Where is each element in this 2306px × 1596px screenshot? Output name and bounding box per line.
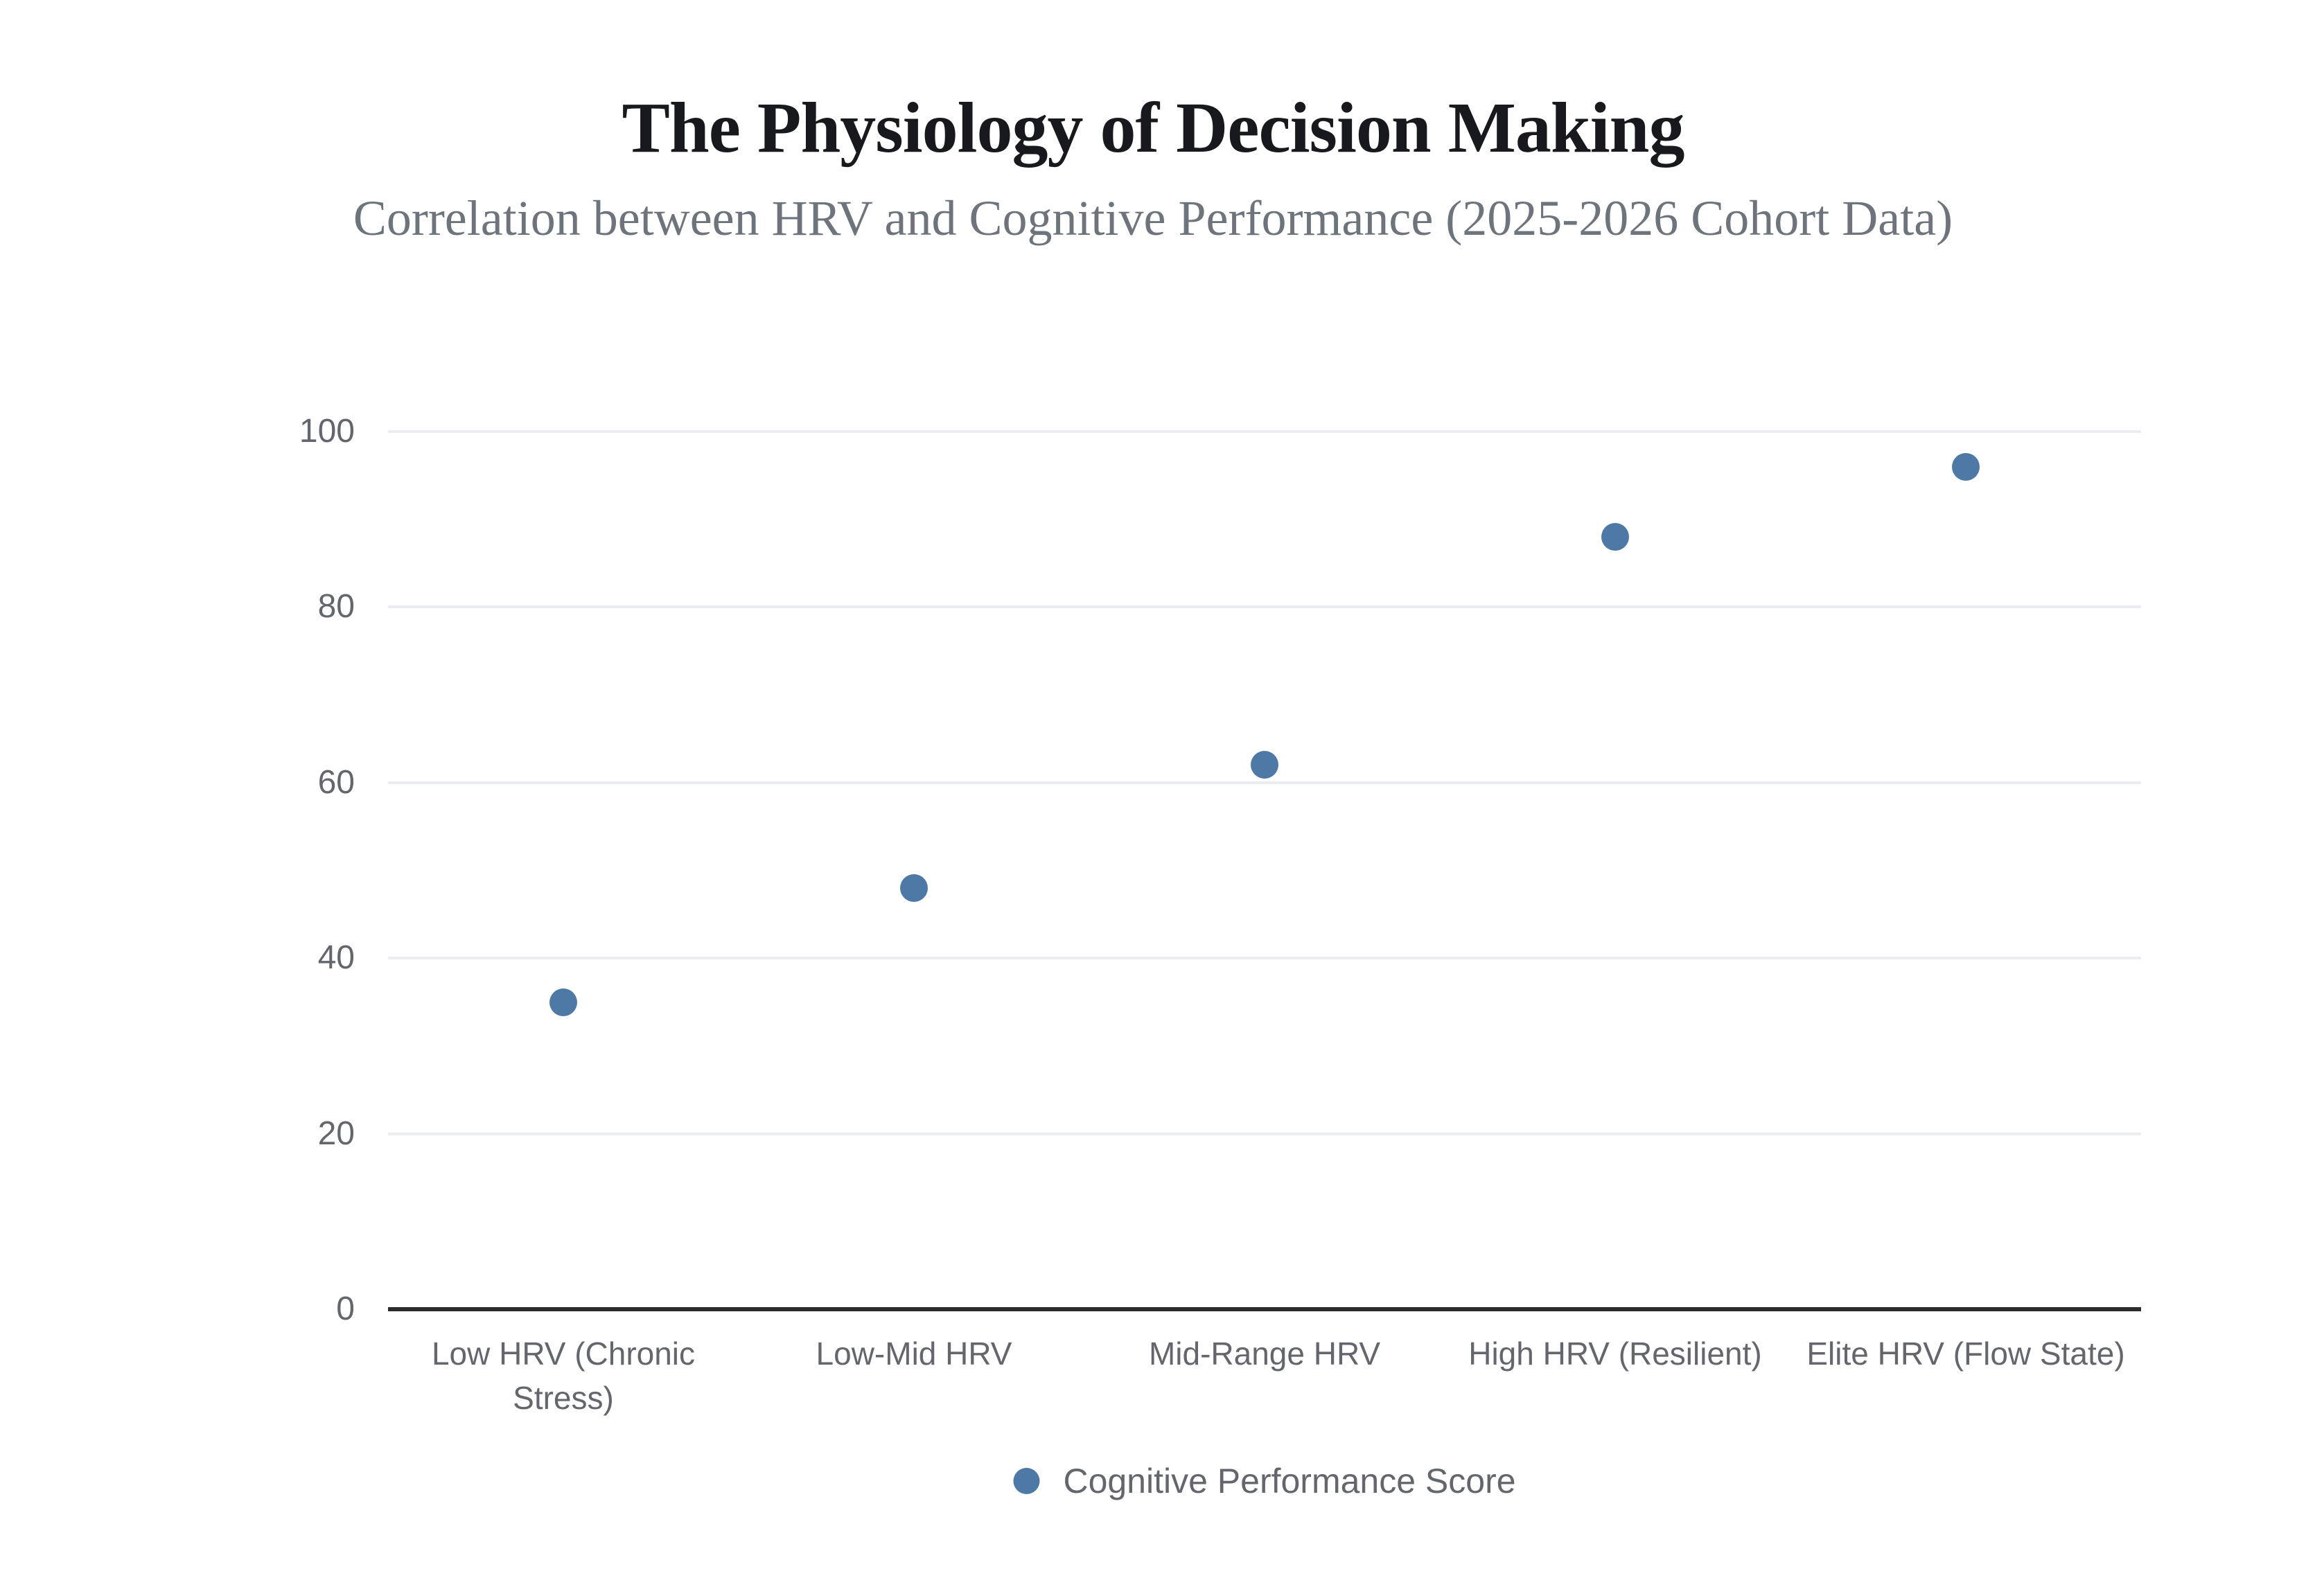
gridline-y-80 — [388, 605, 2141, 609]
chart-title: The Physiology of Decision Making — [622, 88, 1685, 168]
x-axis-category-label: Mid-Range HRV — [1148, 1336, 1381, 1372]
gridline-y-40 — [388, 957, 2141, 960]
y-axis-tick-label: 20 — [317, 1115, 355, 1152]
legend-marker-icon — [1013, 1468, 1040, 1494]
data-point-4[interactable] — [1601, 523, 1629, 551]
y-axis-tick-label: 0 — [336, 1291, 355, 1327]
data-point-3[interactable] — [1251, 751, 1278, 779]
legend[interactable]: Cognitive Performance Score — [1013, 1460, 1516, 1502]
data-point-5[interactable] — [1952, 452, 1980, 481]
chart-subtitle: Correlation between HRV and Cognitive Pe… — [353, 190, 1953, 246]
x-axis-category-label: Low HRV (Chronic Stress) — [431, 1336, 696, 1416]
legend-label: Cognitive Performance Score — [1063, 1462, 1516, 1500]
data-point-2[interactable] — [900, 874, 928, 902]
x-axis-category-label: Low-Mid HRV — [816, 1336, 1012, 1372]
y-axis-tick-label: 60 — [317, 763, 355, 801]
gridline-y-20 — [388, 1132, 2141, 1135]
gridline-y-60 — [388, 781, 2141, 784]
x-axis-line — [388, 1307, 2141, 1311]
x-axis-category-label: Elite HRV (Flow State) — [1806, 1336, 2125, 1372]
y-axis-tick-label: 40 — [317, 939, 355, 977]
y-axis-tick-label: 100 — [299, 413, 355, 450]
y-axis-tick-label: 80 — [317, 588, 355, 626]
gridline-y-100 — [388, 430, 2141, 433]
x-axis-category-label: High HRV (Resilient) — [1468, 1336, 1762, 1372]
data-point-1[interactable] — [549, 988, 577, 1016]
